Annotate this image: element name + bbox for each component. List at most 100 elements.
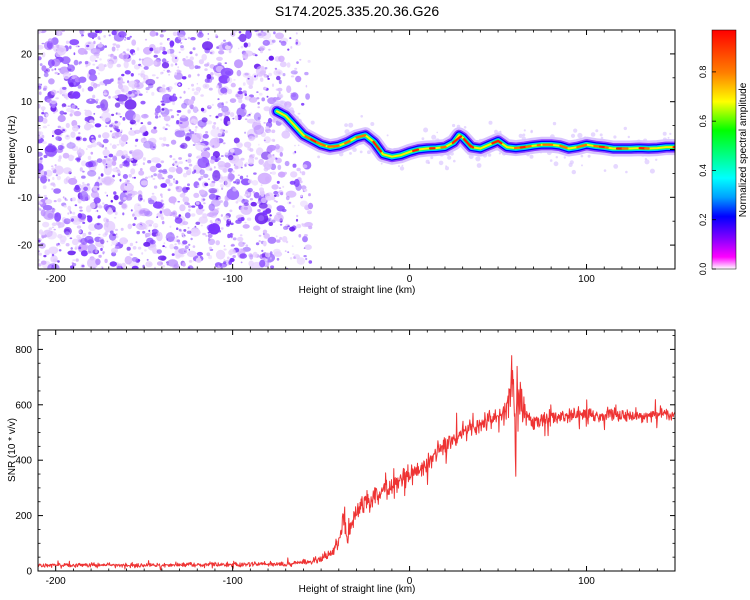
noise-speckle (152, 201, 164, 209)
noise-speckle (223, 200, 229, 208)
noise-speckle (188, 243, 191, 246)
noise-speckle (217, 113, 223, 117)
noise-speckle (201, 117, 208, 123)
noise-speckle (117, 112, 121, 116)
noise-speckle (52, 89, 54, 92)
noise-speckle (114, 89, 121, 96)
noise-speckle (248, 97, 258, 103)
noise-speckle (188, 248, 191, 251)
noise-speckle (153, 54, 158, 58)
noise-speckle (71, 238, 79, 246)
noise-speckle (212, 145, 215, 148)
noise-speckle (93, 112, 96, 115)
noise-speckle (257, 209, 261, 212)
noise-speckle (146, 91, 148, 93)
noise-speckle (69, 237, 73, 240)
noise-speckle (155, 107, 161, 114)
noise-speckle (68, 93, 71, 96)
noise-speckle (228, 49, 232, 54)
noise-speckle (45, 113, 49, 118)
noise-speckle (101, 178, 105, 181)
x-tick-label: -200 (46, 274, 66, 285)
noise-speckle (287, 251, 290, 254)
noise-speckle (302, 164, 308, 169)
noise-speckle (273, 194, 277, 197)
noise-speckle (124, 70, 131, 75)
noise-speckle (186, 230, 192, 234)
noise-speckle (89, 99, 92, 101)
noise-speckle (210, 128, 223, 138)
noise-speckle (271, 219, 276, 223)
ridge-peak-segment (440, 145, 447, 149)
noise-speckle (233, 79, 236, 81)
noise-speckle (207, 147, 210, 151)
noise-speckle (195, 257, 202, 263)
noise-speckle (178, 228, 182, 232)
noise-speckle (102, 202, 105, 205)
noise-speckle (233, 181, 237, 184)
noise-speckle (72, 211, 76, 215)
noise-speckle (124, 99, 137, 110)
noise-speckle (51, 187, 54, 191)
noise-speckle (270, 146, 273, 149)
noise-speckle (76, 148, 85, 157)
noise-speckle (304, 244, 312, 250)
noise-speckle (292, 151, 295, 155)
ridge-halo-speckle (349, 152, 352, 155)
noise-speckle (258, 234, 262, 237)
noise-speckle (220, 183, 225, 188)
noise-speckle (271, 39, 276, 43)
noise-speckle (95, 98, 99, 102)
noise-speckle (125, 192, 129, 196)
noise-speckle (217, 160, 226, 168)
ridge-peak-segment (468, 144, 475, 149)
noise-speckle (202, 232, 207, 236)
noise-speckle (111, 247, 118, 254)
noise-speckle (156, 213, 162, 217)
noise-speckle (275, 32, 284, 40)
noise-speckle (216, 56, 223, 62)
noise-speckle (145, 219, 154, 225)
noise-speckle (212, 125, 216, 129)
noise-speckle (140, 100, 146, 105)
noise-speckle (176, 239, 181, 243)
noise-speckle (134, 144, 137, 148)
noise-speckle (202, 83, 210, 89)
noise-speckle (209, 168, 213, 171)
noise-speckle (247, 187, 253, 193)
noise-speckle (72, 91, 81, 99)
noise-speckle (263, 73, 268, 78)
noise-speckle (141, 58, 144, 61)
noise-speckle (117, 172, 121, 177)
noise-speckle (246, 118, 256, 124)
noise-speckle (282, 73, 286, 77)
noise-speckle (167, 49, 171, 54)
noise-speckle (132, 113, 141, 123)
ridge-halo-speckle (625, 170, 628, 174)
noise-speckle (259, 92, 263, 96)
noise-speckle (193, 192, 200, 198)
noise-speckle (168, 182, 173, 187)
noise-speckle (188, 129, 192, 132)
noise-speckle (267, 153, 273, 159)
noise-speckle (208, 142, 211, 146)
noise-speckle (43, 171, 48, 176)
y-tick-label: 0 (26, 567, 32, 578)
noise-speckle (209, 115, 212, 117)
noise-speckle (257, 32, 264, 39)
noise-speckle (220, 266, 223, 269)
noise-speckle (132, 213, 135, 217)
noise-speckle (307, 202, 314, 210)
noise-speckle (240, 103, 246, 110)
noise-speckle (176, 227, 179, 230)
noise-speckle (188, 163, 193, 167)
noise-speckle (137, 190, 143, 197)
ridge-peak-segment (412, 148, 420, 152)
ridge-halo-speckle (552, 121, 557, 126)
noise-speckle (161, 30, 167, 33)
noise-speckle (263, 122, 266, 124)
noise-speckle (254, 75, 257, 78)
ridge-halo-speckle (421, 137, 425, 141)
noise-speckle (188, 205, 192, 208)
y-tick-label: 10 (21, 97, 33, 108)
